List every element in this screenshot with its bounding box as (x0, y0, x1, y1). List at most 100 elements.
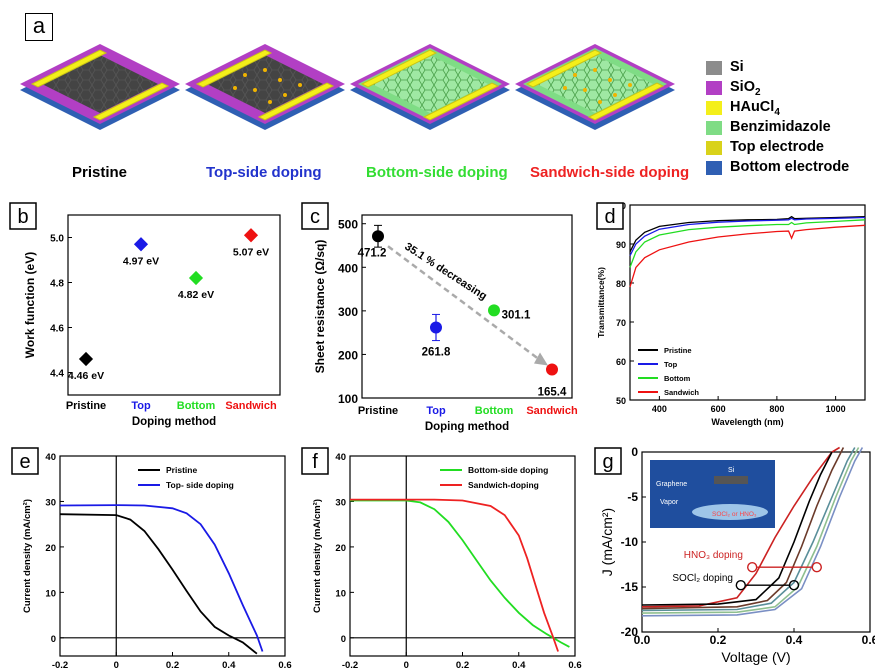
x-category-label: Sandwich (225, 400, 277, 412)
series-line (629, 215, 866, 253)
panel-a-label: a (25, 13, 53, 41)
socl2-marker (788, 579, 800, 591)
panel-label: c (310, 206, 320, 228)
legend-label: Bottom (664, 374, 691, 383)
series-line (350, 498, 559, 652)
x-tick-label: 0.4 (222, 660, 236, 668)
x-tick-label: 0.6 (568, 660, 581, 668)
series-line (641, 447, 845, 610)
y-tick-label: 10 (45, 588, 56, 599)
device-top-side (185, 44, 345, 130)
y-tick-label: 40 (335, 452, 346, 463)
inset-label-reagent: SOCl₂ or HNO₃ (712, 511, 757, 518)
x-category-label: Top (131, 400, 151, 412)
caption-sandwich-side-doping: Sandwich-side doping (530, 164, 690, 181)
panel-label: f (312, 451, 318, 473)
panel-label-box (301, 202, 329, 230)
data-point (372, 230, 384, 243)
y-tick-label: 100 (338, 392, 358, 406)
data-label: 4.97 eV (123, 255, 159, 267)
x-tick-label: 0 (404, 660, 409, 668)
panel-label-box (9, 202, 37, 230)
y-tick-label: 0 (51, 634, 56, 645)
plot-frame (361, 214, 573, 399)
y-tick-label: 200 (338, 348, 358, 362)
annotation-hno3: HNO₃ doping (684, 550, 743, 561)
data-point (488, 304, 500, 317)
x-category-label: Top (426, 405, 446, 417)
inset-label-vapor: Vapor (660, 499, 679, 506)
legend-label: Sandwich (664, 388, 699, 397)
panel-label-box (594, 447, 622, 475)
y-tick-label: 50 (616, 396, 626, 406)
data-label: 301.1 (502, 309, 531, 321)
x-tick-label: 600 (711, 404, 726, 414)
series-line (59, 504, 264, 652)
plot-frame (67, 214, 281, 396)
panel-label: b (17, 206, 28, 228)
caption-top-side-doping: Top-side doping (206, 164, 322, 181)
legend-swatch (706, 61, 722, 75)
series-line (59, 513, 258, 655)
legend-swatch (706, 121, 722, 135)
legend-swatch (706, 141, 722, 155)
panel-label: e (19, 451, 30, 473)
y-axis-label: Sheet resistance (Ω/sq) (313, 240, 327, 374)
data-label: 261.8 (422, 347, 451, 359)
y-tick-label: -5 (627, 490, 638, 504)
y-axis-label: Work function (eV) (23, 252, 37, 358)
series-line (350, 499, 570, 648)
x-tick-label: 0.0 (634, 633, 651, 647)
y-tick-label: 0 (341, 634, 346, 645)
x-category-label: Bottom (475, 405, 514, 417)
x-tick-label: 0.6 (862, 633, 875, 647)
y-tick-label: 4.6 (50, 324, 64, 335)
panel-a-device-schematics (20, 44, 675, 130)
series-line (641, 447, 856, 612)
legend-label: Pristine (664, 346, 692, 355)
x-axis-label: Wavelength (nm) (711, 417, 783, 427)
socl2-marker (735, 579, 747, 591)
data-point (133, 237, 149, 252)
panel-e-jv-chart: 0 10 20 30 40 -0.2 0 0.2 0.4 0.6 e Pristine Top- sid… (11, 447, 292, 668)
panel-label-box (596, 202, 624, 230)
x-tick-label: -0.2 (52, 660, 68, 668)
series-line (629, 224, 866, 288)
legend-swatch (706, 161, 722, 175)
panel-c-sheet-resistance-chart: c 100 200 300 400 500 35.1 % decreasing Pristin… (301, 202, 578, 433)
panel-label-box (301, 447, 329, 475)
x-category-label: Pristine (66, 400, 106, 412)
inset-label-graphene: Graphene (656, 481, 687, 488)
legend-label: Bottom-side doping (468, 465, 548, 475)
series-line (641, 451, 833, 606)
hno3-marker (811, 561, 823, 573)
series-line (629, 216, 866, 256)
y-tick-label: 5.0 (50, 234, 64, 245)
y-axis-label: Current density (mA/cm²) (312, 499, 323, 613)
trend-arrow-line (387, 245, 543, 363)
y-tick-label: 500 (338, 218, 358, 232)
x-tick-label: 0.2 (166, 660, 179, 668)
caption-pristine: Pristine (72, 164, 128, 181)
panel-label-box (11, 447, 39, 475)
y-tick-label: 30 (335, 497, 346, 508)
data-point (546, 363, 558, 376)
device-bottom-side (350, 44, 510, 130)
y-tick-label: 4.4 (50, 369, 64, 380)
y-tick-label: 30 (45, 497, 56, 508)
hno3-marker (746, 561, 758, 573)
data-point (188, 270, 204, 286)
y-tick-label: 20 (45, 543, 56, 554)
x-tick-label: 800 (769, 404, 784, 414)
y-tick-label: -15 (621, 580, 639, 594)
legend-swatch (706, 101, 722, 115)
y-tick-label: 90 (616, 240, 626, 250)
y-tick-label: 60 (616, 357, 626, 367)
x-tick-label: 0.6 (278, 660, 291, 668)
panel-b-work-function-chart: b 4.4 4.6 4.8 5.0 Pristine 4.46 eV Top 4.97 eV Bo… (9, 202, 281, 428)
x-tick-label: 0.4 (786, 633, 803, 647)
data-label: 165.4 (538, 387, 567, 399)
y-tick-label: 70 (616, 318, 626, 328)
data-point (243, 228, 259, 243)
device-pristine (20, 44, 180, 130)
